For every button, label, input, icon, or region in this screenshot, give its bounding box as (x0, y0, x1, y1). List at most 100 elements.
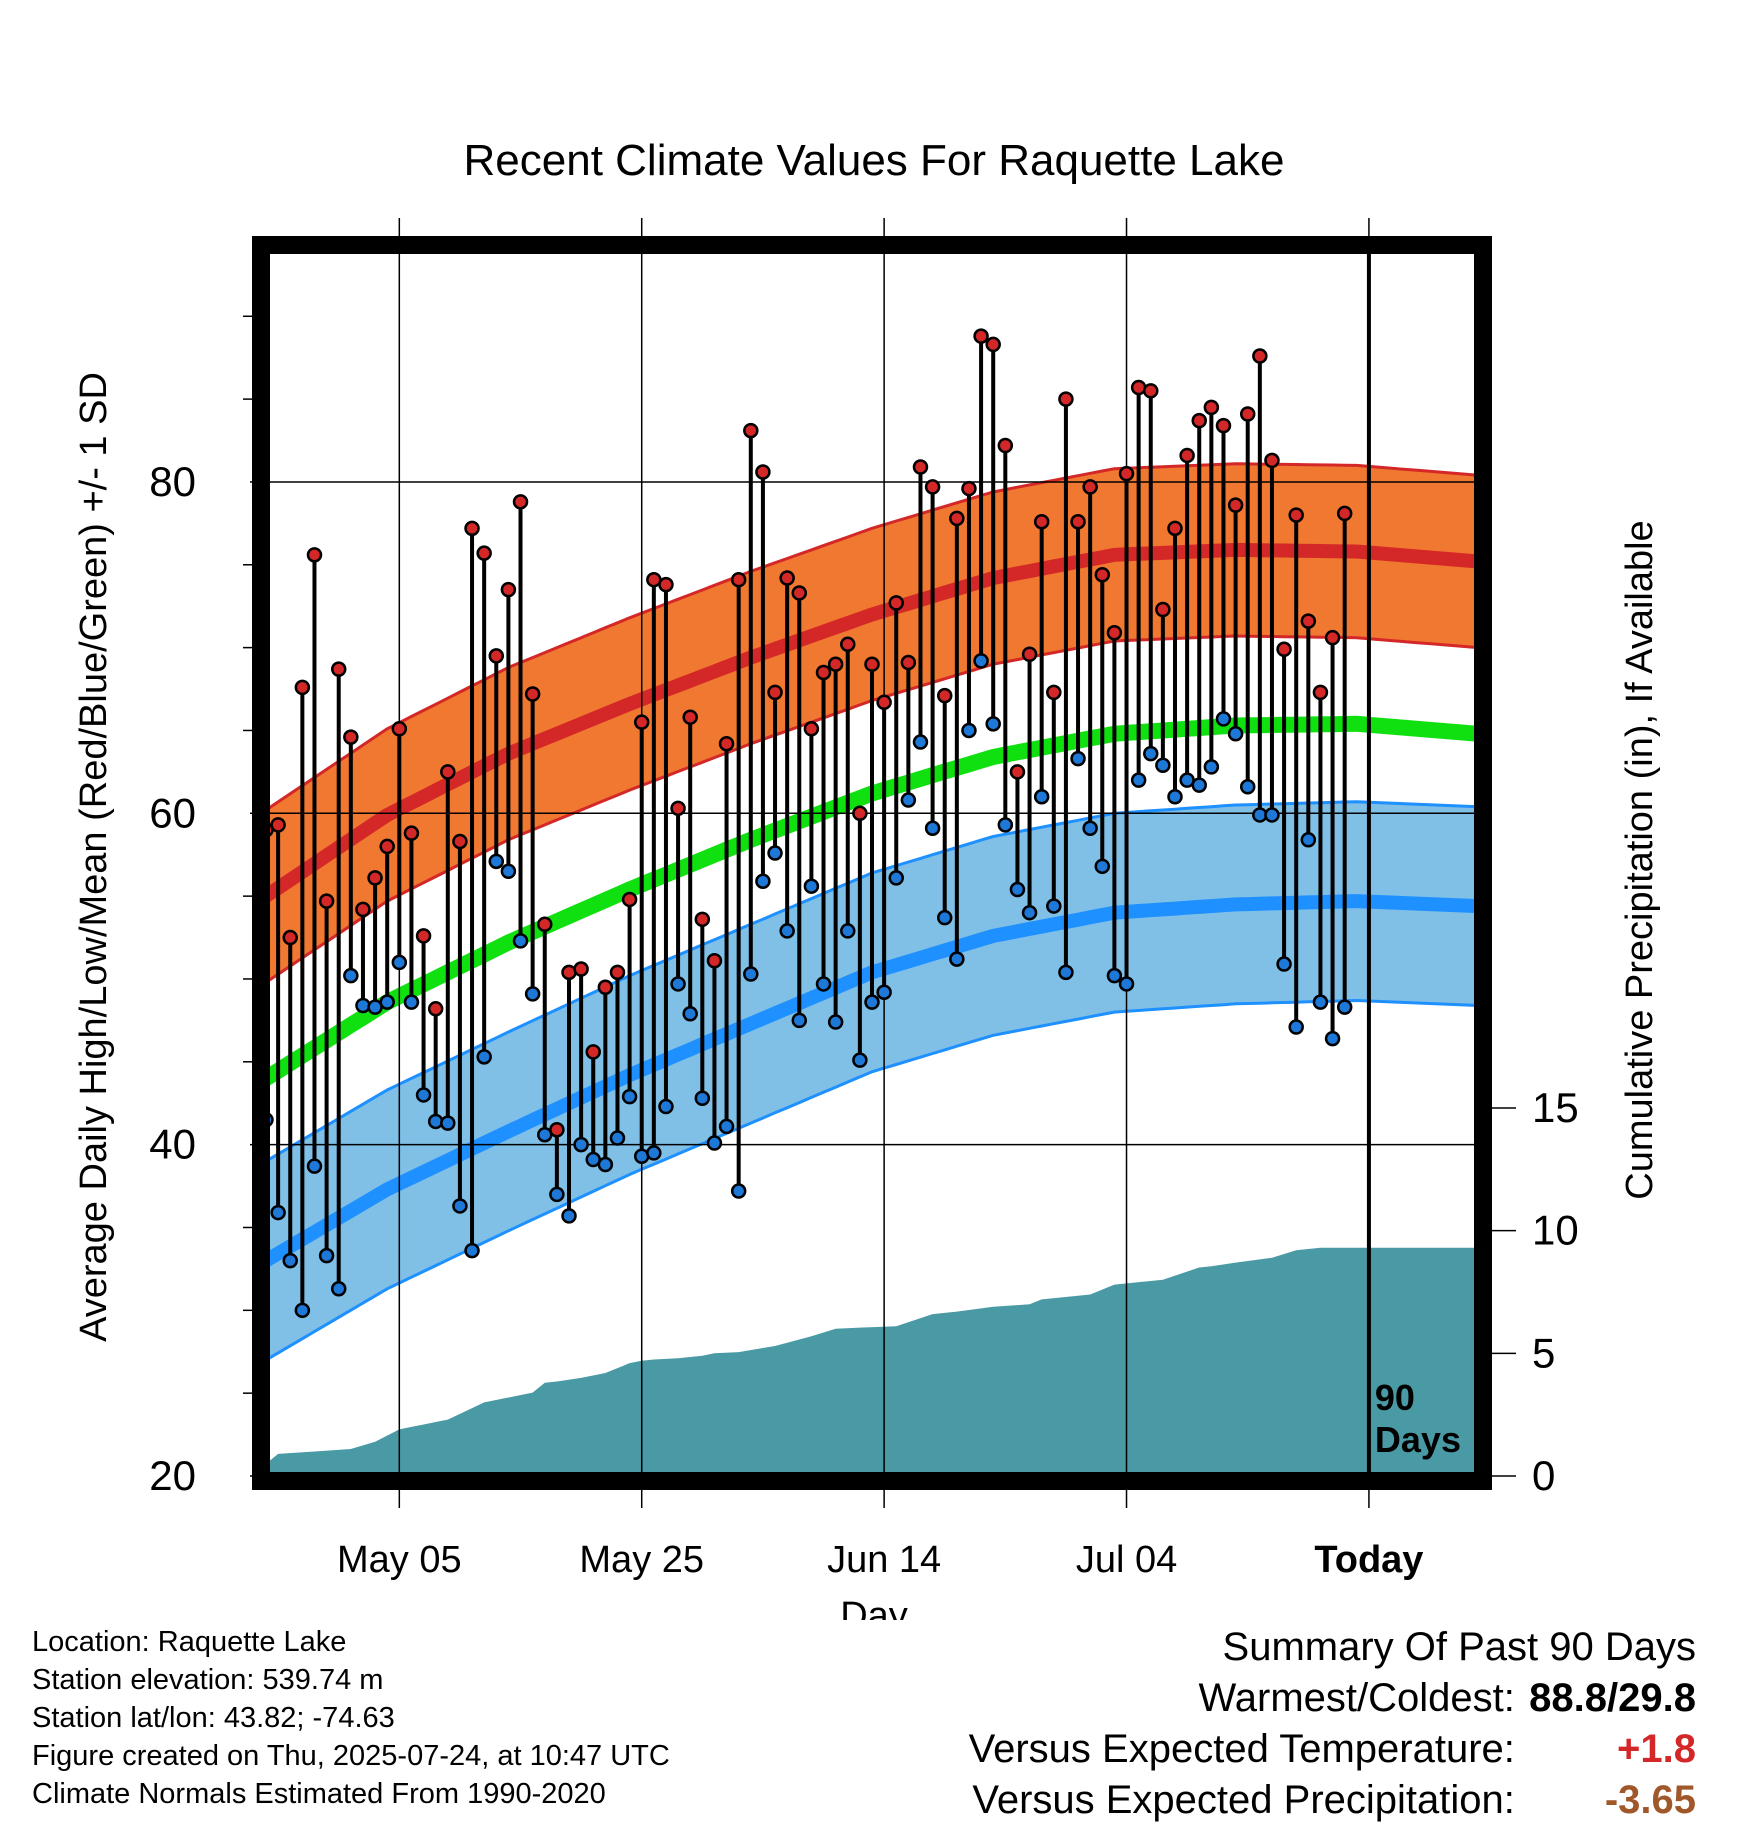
daily-high-point (827, 656, 844, 672)
daily-high-point (694, 911, 711, 928)
high-normal-line (262, 542, 1479, 902)
daily-low-point (379, 994, 395, 1010)
daily-high-point (924, 479, 941, 495)
daily-high-point (755, 464, 771, 480)
daily-high-point (355, 901, 371, 918)
daily-low-point (330, 1281, 347, 1297)
daily-low-point (900, 792, 917, 808)
daily-high-point (403, 825, 420, 841)
daily-low-point (1203, 759, 1220, 775)
y-axis-label: Average Daily High/Low/Mean (Red/Blue/Gr… (73, 372, 115, 1342)
daily-low-point (391, 954, 408, 971)
daily-low-point (500, 863, 517, 880)
daily-low-point (682, 1006, 698, 1022)
daily-high-point (1300, 613, 1317, 629)
daily-low-point (1227, 726, 1244, 742)
daily-high-point (803, 721, 820, 737)
daily-low-point (694, 1090, 711, 1107)
daily-low-point (730, 1183, 747, 1199)
daily-high-point (294, 679, 311, 696)
daily-low-point (452, 1198, 468, 1214)
daily-low-point (840, 923, 856, 939)
daily-high-point (1227, 497, 1244, 513)
daily-high-point (1191, 412, 1207, 429)
summary-panel: Summary Of Past 90 Days Warmest/Coldest:… (969, 1622, 1696, 1826)
daily-low-point (1239, 779, 1256, 795)
daily-high-point (343, 729, 359, 745)
x-tick-label: Jul 04 (1076, 1539, 1177, 1581)
daily-low-point (743, 966, 759, 982)
daily-low-point (549, 1186, 565, 1203)
daily-low-point (573, 1136, 589, 1153)
normals-text: Climate Normals Estimated From 1990-2020 (32, 1778, 606, 1810)
daily-high-point (1312, 684, 1329, 701)
daily-high-point (815, 664, 832, 681)
daily-low-point (646, 1145, 662, 1161)
y-tick-label: 80 (149, 458, 196, 505)
daily-low-point (476, 1049, 492, 1065)
daily-low-point (827, 1014, 844, 1030)
daily-low-point (985, 716, 1001, 732)
daily-high-point (864, 656, 880, 672)
daily-high-point (549, 1121, 565, 1138)
location-text: Location: Raquette Lake (32, 1626, 347, 1658)
daily-high-point (912, 459, 929, 475)
daily-high-point (270, 817, 286, 833)
y-tick-label: 60 (149, 789, 196, 836)
precip-anomaly-label: Versus Expected Precipitation: (972, 1778, 1515, 1822)
daily-low-point (1155, 757, 1171, 774)
daily-high-point (1058, 391, 1074, 407)
daily-low-point (1324, 1030, 1341, 1047)
daily-low-point (803, 878, 820, 894)
daily-high-point (609, 964, 626, 981)
daily-high-point (900, 654, 917, 671)
daily-high-point (1033, 513, 1050, 530)
summary-title: Summary Of Past 90 Days (1222, 1625, 1696, 1669)
daily-low-point (1070, 750, 1086, 767)
daily-high-point (500, 581, 517, 598)
daily-low-point (621, 1088, 638, 1105)
daily-high-point (476, 545, 492, 561)
daily-high-point (488, 648, 505, 664)
daily-low-point (876, 984, 892, 1000)
daily-low-point (609, 1130, 626, 1146)
daily-low-point (343, 967, 359, 984)
daily-high-point (682, 709, 698, 725)
daily-high-point (1252, 348, 1268, 364)
y2-axis-label: Cumulative Precipitation (in), If Availa… (1619, 520, 1661, 1199)
temp-anomaly-label: Versus Expected Temperature: (968, 1727, 1515, 1771)
daily-low-point (718, 1118, 735, 1135)
daily-low-point (1191, 777, 1207, 793)
x-axis-label: Day (840, 1595, 908, 1620)
daily-high-point (1288, 507, 1304, 523)
daily-low-point (658, 1098, 674, 1115)
daily-low-point (1118, 976, 1135, 992)
daily-high-point (1106, 624, 1123, 641)
today-marker-label: Days (1375, 1419, 1461, 1460)
daily-high-point (985, 336, 1001, 353)
station-info: Location: Raquette Lake Station elevatio… (32, 1623, 670, 1813)
daily-low-point (1130, 772, 1147, 788)
x-tick-label: May 05 (337, 1539, 462, 1581)
daily-low-point (1094, 858, 1111, 875)
daily-high-point (767, 684, 783, 701)
daily-high-point (282, 929, 298, 946)
y2-tick-label: 0 (1532, 1452, 1555, 1499)
daily-high-point (512, 494, 529, 510)
precip-anomaly-row: Versus Expected Precipitation: -3.65 (969, 1775, 1696, 1826)
daily-low-point (949, 951, 965, 967)
daily-high-point (658, 576, 674, 593)
today-marker-label: 90 (1375, 1377, 1415, 1418)
daily-high-point (1082, 479, 1098, 495)
chart-title: Recent Climate Values For Raquette Lake (464, 136, 1285, 185)
daily-high-point (415, 928, 432, 944)
daily-high-point (1276, 641, 1292, 658)
daily-low-point (1021, 904, 1038, 921)
daily-low-point (1106, 967, 1123, 984)
daily-high-point (318, 893, 335, 909)
daily-high-point (306, 547, 323, 563)
elevation-text: Station elevation: 539.74 m (32, 1664, 384, 1696)
daily-low-point (912, 734, 929, 750)
daily-high-point (464, 520, 480, 537)
daily-high-point (585, 1044, 601, 1060)
